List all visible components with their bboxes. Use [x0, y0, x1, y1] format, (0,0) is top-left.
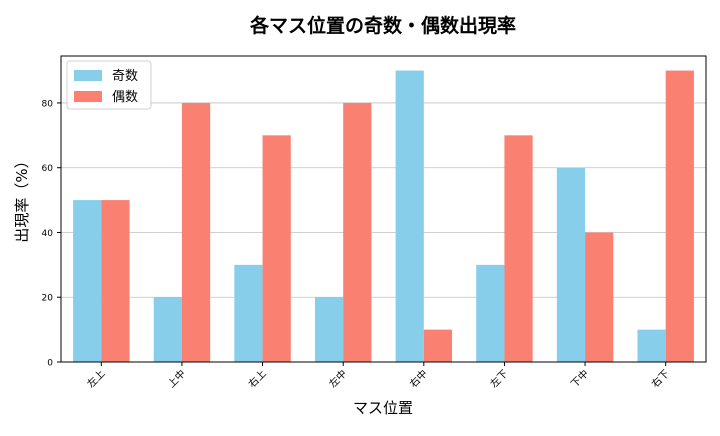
bar-even [262, 135, 291, 362]
legend-swatch [74, 70, 102, 81]
y-tick-label: 40 [42, 229, 54, 239]
bar-odd [234, 264, 263, 362]
x-tick-label: 下中 [568, 367, 591, 390]
bar-even [504, 135, 533, 362]
plot-frame [60, 55, 707, 363]
x-tick-label: 右中 [407, 367, 430, 390]
x-tick-label: 左上 [84, 367, 107, 390]
bar-odd [637, 329, 666, 362]
bar-odd [556, 167, 586, 362]
chart-title: 各マス位置の奇数・偶数出現率 [249, 14, 516, 37]
y-tick-label: 0 [47, 359, 53, 369]
x-axis-label: マス位置 [353, 399, 413, 417]
bar-even [181, 102, 211, 362]
y-tick-label: 80 [42, 99, 54, 109]
bar-even [343, 102, 372, 362]
bar-odd [395, 70, 424, 363]
bar-odd [476, 264, 505, 362]
bars [73, 70, 694, 363]
bar-even [423, 329, 453, 362]
y-tick-label: 20 [42, 294, 54, 304]
x-tick-label: 右上 [245, 367, 268, 390]
legend-label: 偶数 [112, 90, 138, 105]
bar-even [665, 70, 694, 363]
x-tick-label: 左下 [487, 367, 510, 390]
y-axis: 0 20 40 60 80 [42, 99, 61, 369]
bar-odd [314, 297, 344, 362]
legend-swatch [74, 91, 102, 102]
bar-even [585, 232, 614, 362]
x-tick-label: 左中 [326, 367, 349, 390]
y-axis-label: 出現率（%） [13, 153, 31, 242]
legend-label: 奇数 [112, 68, 138, 84]
bar-odd [73, 200, 102, 362]
x-axis: 左上 上中 右上 左中 右中 左下 下中 右下 [84, 362, 672, 390]
bar-even [101, 200, 130, 362]
bar-odd [153, 297, 182, 362]
x-tick-label: 上中 [165, 367, 188, 390]
y-tick-label: 60 [42, 164, 54, 174]
x-tick-label: 右下 [649, 367, 672, 390]
